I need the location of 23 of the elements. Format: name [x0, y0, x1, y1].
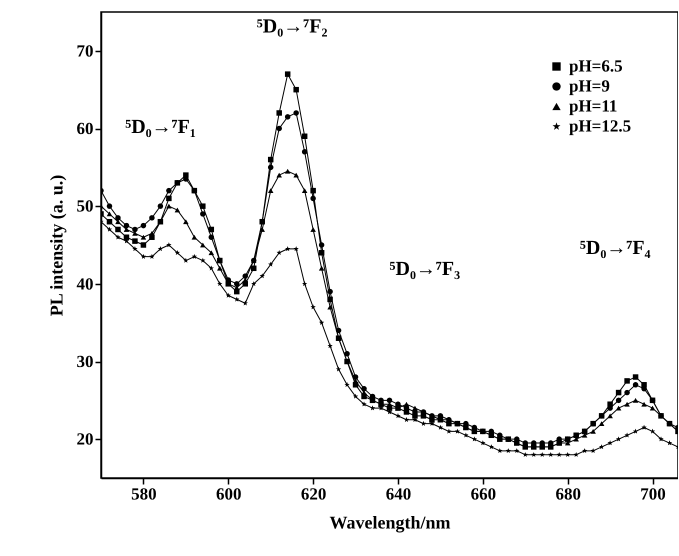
- x-tick-label: 600: [216, 484, 242, 504]
- x-tick-label: 640: [386, 484, 412, 504]
- annotation: ⁵D₀→⁷F₄: [580, 237, 651, 260]
- y-tick-label: 30: [76, 352, 94, 371]
- legend-label: pH=12.5: [569, 116, 632, 136]
- y-tick-label: 60: [76, 119, 94, 138]
- x-tick-label: 620: [300, 484, 326, 504]
- y-tick-label: 70: [76, 41, 94, 60]
- y-axis-title: PL intensity (a. u.): [46, 174, 66, 316]
- y-tick-label: 50: [76, 196, 94, 216]
- x-axis-title: Wavelength/nm: [329, 512, 451, 532]
- x-tick-label: 580: [131, 484, 157, 504]
- x-tick-label: 700: [640, 484, 666, 504]
- x-tick-label: 680: [555, 484, 581, 504]
- x-tick-label: 660: [470, 484, 496, 504]
- annotation: ⁵D₀→⁷F₃: [390, 258, 460, 280]
- legend-label: pH=11: [569, 96, 618, 116]
- annotation: ⁵D₀→⁷F₁: [125, 116, 196, 138]
- legend-label: pH=6.5: [569, 56, 623, 76]
- legend-label: pH=9: [569, 76, 610, 96]
- y-tick-label: 20: [76, 430, 94, 449]
- annotation: ⁵D₀→⁷F₂: [256, 16, 328, 38]
- y-tick-label: 40: [76, 274, 94, 294]
